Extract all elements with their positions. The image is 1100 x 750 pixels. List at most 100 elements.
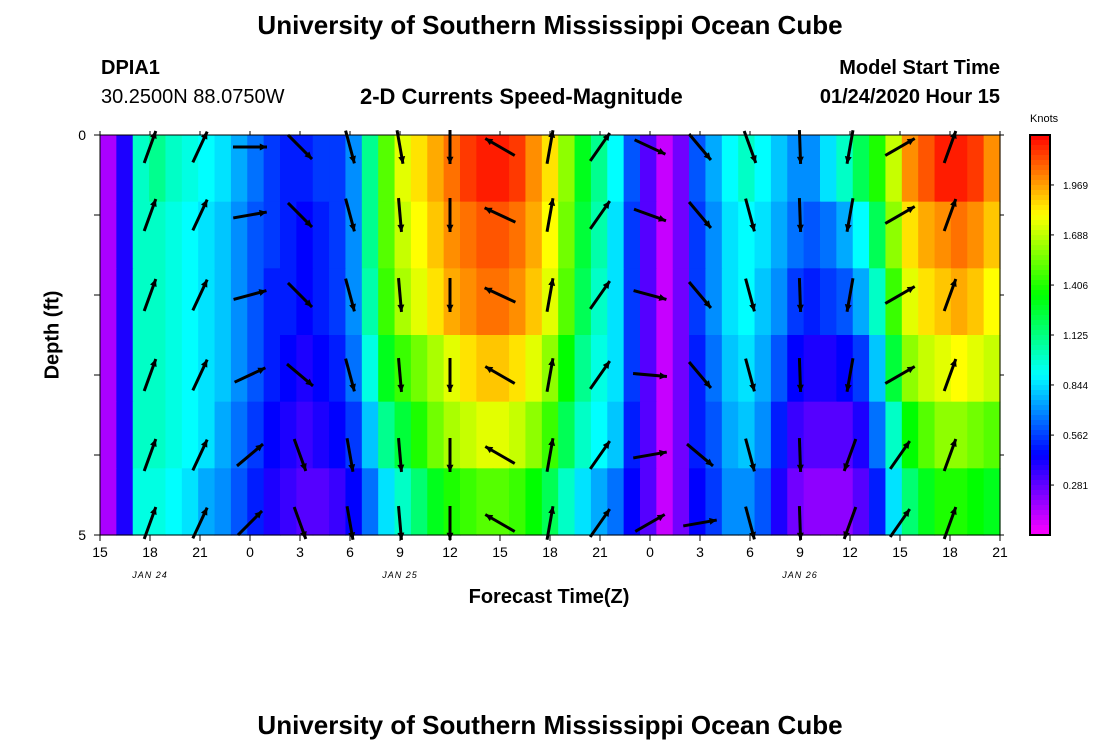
heatmap-cell	[689, 268, 707, 336]
current-arrowhead	[602, 441, 610, 449]
heatmap-cell	[181, 135, 199, 203]
current-arrowhead	[703, 152, 711, 161]
current-arrowhead	[484, 207, 493, 215]
heatmap-cell	[885, 401, 903, 469]
heatmap-cell	[623, 268, 641, 336]
colorbar-segment	[1030, 220, 1050, 226]
colorbar-segment	[1030, 340, 1050, 346]
current-arrowhead	[902, 509, 910, 517]
heatmap-cell	[574, 335, 592, 403]
heatmap-cell	[754, 335, 772, 403]
heatmap-cell	[263, 468, 281, 536]
heatmap-cell	[885, 468, 903, 536]
heatmap-cell	[116, 201, 134, 269]
heatmap-cell	[869, 401, 887, 469]
heatmap-cell	[509, 401, 527, 469]
heatmap-cell	[132, 335, 150, 403]
colorbar-segment	[1030, 300, 1050, 306]
heatmap-cell	[312, 468, 330, 536]
heatmap-cell	[132, 135, 150, 203]
heatmap-cell	[410, 135, 428, 203]
colorbar-segment	[1030, 530, 1050, 536]
heatmap-cell	[738, 201, 756, 269]
current-arrowhead	[304, 219, 313, 228]
heatmap-cell	[967, 268, 985, 336]
current-arrowhead	[200, 131, 208, 140]
heatmap-cell	[394, 468, 412, 536]
heatmap-cell	[738, 135, 756, 203]
current-arrowhead	[548, 130, 556, 138]
current-arrowhead	[254, 510, 263, 519]
heatmap-cell	[820, 468, 837, 536]
colorbar-segment	[1030, 325, 1050, 331]
heatmap-cell	[525, 468, 543, 536]
heatmap-cell	[132, 401, 150, 469]
heatmap-cell	[198, 468, 216, 536]
heatmap-cell	[640, 468, 657, 536]
heatmap-cell	[852, 268, 870, 336]
x-tick-label: 15	[492, 544, 508, 560]
heatmap-cell	[230, 401, 248, 469]
colorbar-segment	[1030, 225, 1050, 231]
heatmap-cell	[558, 201, 576, 269]
heatmap-cell	[574, 201, 592, 269]
heatmap-cell	[492, 468, 510, 536]
heatmap-cell	[247, 468, 265, 536]
current-arrowhead	[397, 384, 405, 392]
heatmap-cell	[149, 401, 167, 469]
heatmap-cell	[427, 135, 445, 203]
current-arrowhead	[906, 286, 915, 294]
colorbar-segment	[1030, 315, 1050, 321]
current-arrowhead	[902, 441, 910, 449]
colorbar-segment	[1030, 275, 1050, 281]
x-tick-label: 9	[796, 544, 804, 560]
heatmap-cell	[410, 401, 428, 469]
current-arrowhead	[446, 156, 454, 164]
colorbar-segment	[1030, 370, 1050, 376]
heatmap-cell	[312, 268, 330, 336]
heatmap-cell	[607, 401, 625, 469]
station-coords: 30.2500N 88.0750W	[101, 86, 285, 108]
colorbar-segment	[1030, 430, 1050, 436]
current-arrowhead	[397, 532, 405, 540]
colorbar-segment	[1030, 195, 1050, 201]
colorbar-segment	[1030, 205, 1050, 211]
heatmap-cell	[509, 201, 527, 269]
heatmap-cell	[705, 201, 723, 269]
heatmap-cell	[770, 201, 788, 269]
heatmap-cell	[558, 468, 576, 536]
colorbar-segment	[1030, 165, 1050, 171]
heatmap-cell	[296, 201, 314, 269]
heatmap-cell	[950, 135, 968, 203]
colorbar-segment	[1030, 520, 1050, 526]
heatmap-cell	[165, 268, 183, 336]
colorbar-segment	[1030, 200, 1050, 206]
heatmap-cell	[427, 468, 445, 536]
current-arrowhead	[602, 201, 610, 209]
current-arrowhead	[397, 464, 405, 472]
heatmap-cell	[574, 468, 592, 536]
colorbar-segment	[1030, 355, 1050, 361]
current-arrowhead	[485, 446, 494, 454]
heatmap-cell	[787, 468, 805, 536]
heatmap-cell	[460, 268, 477, 336]
heatmap-cell	[967, 468, 985, 536]
heatmap-cell	[181, 268, 199, 336]
colorbar-segment	[1030, 280, 1050, 286]
heatmap-cell	[132, 468, 150, 536]
heatmap-cell	[852, 401, 870, 469]
colorbar-segment	[1030, 460, 1050, 466]
heatmap-cell	[492, 268, 510, 336]
heatmap-cell	[312, 401, 330, 469]
y-axis-label: Depth (ft)	[41, 290, 64, 380]
heatmap-cell	[410, 468, 428, 536]
heatmap-cell	[361, 268, 379, 336]
colorbar-segment	[1030, 420, 1050, 426]
current-arrowhead	[749, 303, 756, 312]
heatmap-cell	[296, 268, 314, 336]
heatmap-cell	[214, 201, 232, 269]
heatmap-cell	[394, 335, 412, 403]
x-tick-label: 18	[542, 544, 558, 560]
current-arrowhead	[796, 464, 804, 472]
colorbar-segment	[1030, 400, 1050, 406]
